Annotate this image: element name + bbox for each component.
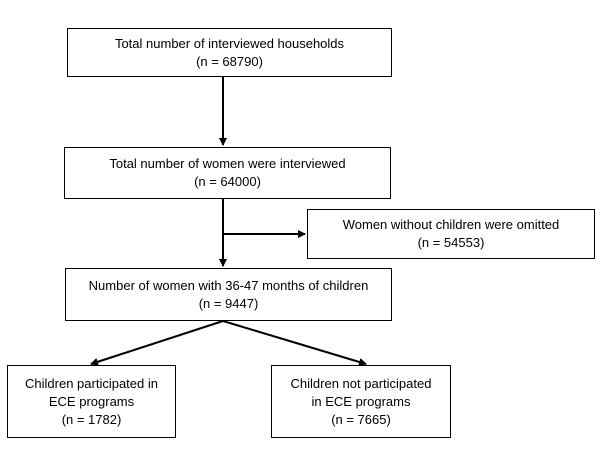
women-children-label: Number of women with 36-47 months of chi…: [88, 277, 369, 293]
box-women-interviewed: Total number of women were interviewed (…: [64, 147, 391, 199]
women-interviewed-count: (n = 64000): [194, 174, 261, 189]
arrow-to-not-participated: [222, 320, 367, 366]
households-count: (n = 68790): [196, 53, 263, 69]
not-participated-line-2: in ECE programs: [311, 393, 411, 409]
households-label: Total number of interviewed households: [114, 35, 345, 51]
participated-count: (n = 1782): [61, 411, 122, 427]
box-children-not-participated: Children not participated in ECE program…: [271, 365, 451, 438]
arrow-to-participated: [90, 320, 224, 366]
women-children-count: (n = 9447): [198, 295, 259, 311]
women-interviewed-label: Total number of women were interviewed: [109, 156, 346, 171]
box-women-with-children: Number of women with 36-47 months of chi…: [65, 268, 392, 321]
box-children-participated: Children participated in ECE programs (n…: [7, 365, 176, 438]
participated-line-1: Children participated in: [25, 375, 158, 391]
not-participated-count: (n = 7665): [331, 411, 391, 427]
participated-line-2: ECE programs: [48, 393, 135, 409]
omitted-count: (n = 54553): [417, 235, 485, 250]
not-participated-line-1: Children not participated: [290, 375, 432, 391]
box-interviewed-households: Total number of interviewed households (…: [67, 28, 392, 77]
omitted-label: Women without children were omitted: [342, 217, 560, 232]
box-women-omitted: Women without children were omitted (n =…: [307, 209, 595, 259]
